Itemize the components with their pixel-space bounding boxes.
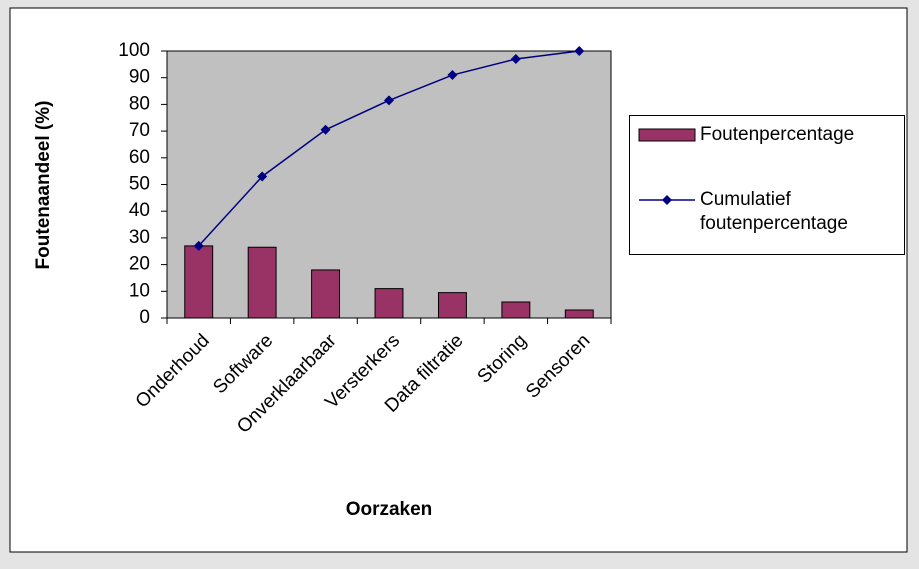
- marker: [320, 124, 331, 135]
- bar: [374, 288, 404, 319]
- y-tick-label: 100: [118, 40, 150, 61]
- bar: [501, 301, 531, 319]
- y-tick-label: 0: [139, 307, 150, 328]
- bar: [311, 269, 341, 319]
- marker: [447, 70, 458, 81]
- marker: [384, 95, 394, 106]
- y-tick-label: 20: [129, 254, 150, 275]
- legend-swatch: [638, 128, 696, 142]
- legend-marker: [662, 195, 672, 205]
- y-tick-label: 80: [129, 93, 150, 114]
- bar: [437, 292, 467, 319]
- marker: [257, 171, 268, 182]
- y-tick-label: 90: [129, 67, 150, 88]
- marker: [510, 54, 521, 65]
- y-tick-label: 50: [129, 174, 150, 195]
- legend: Foutenpercentage Cumulatief foutenpercent…: [629, 115, 905, 255]
- bar: [184, 245, 214, 319]
- legend-entry: Cumulatief foutenpercentage: [630, 188, 900, 236]
- y-tick-label: 70: [129, 120, 150, 141]
- legend-bar: [638, 128, 696, 142]
- bar: [564, 309, 594, 319]
- legend-label: Cumulatief foutenpercentage: [700, 189, 848, 234]
- y-axis-title: Foutenaandeel (%): [33, 101, 54, 270]
- marker: [574, 46, 585, 56]
- y-tick-label: 60: [129, 147, 150, 168]
- legend-entry: Foutenpercentage: [630, 123, 900, 147]
- legend-swatch: [639, 195, 695, 205]
- plot-area: [166, 50, 612, 319]
- bar: [247, 246, 277, 319]
- y-tick-label: 40: [129, 200, 150, 221]
- y-tick-label: 30: [129, 227, 150, 248]
- y-tick-label: 10: [129, 280, 150, 301]
- legend-label: Foutenpercentage: [700, 124, 855, 145]
- marker: [193, 240, 204, 251]
- x-axis-title: Oorzaken: [346, 499, 433, 520]
